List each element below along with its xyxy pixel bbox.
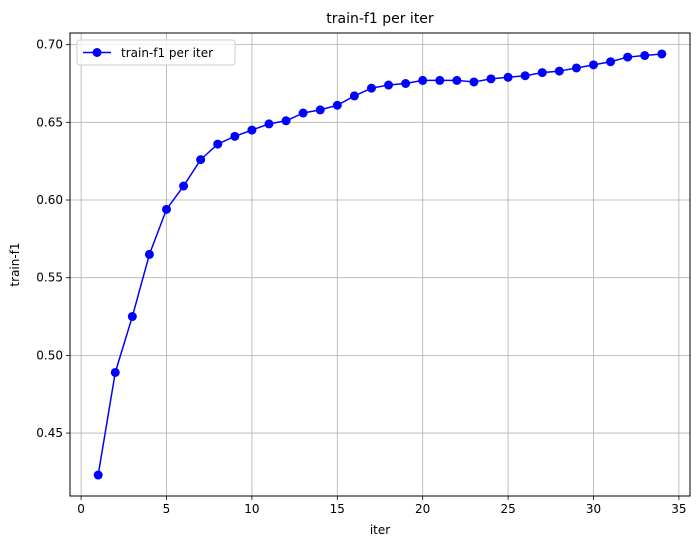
legend: train-f1 per iter — [76, 39, 236, 66]
data-point — [571, 63, 581, 73]
y-axis-label: train-f1 — [8, 242, 22, 286]
x-tick-label: 0 — [77, 502, 85, 516]
legend-box — [76, 39, 236, 66]
data-point — [606, 57, 616, 67]
data-point — [247, 125, 257, 135]
legend-marker-swatch — [92, 48, 102, 57]
data-point — [640, 51, 650, 61]
data-point — [554, 66, 564, 76]
data-point — [537, 68, 547, 78]
x-tick-label: 15 — [330, 502, 345, 516]
data-point — [452, 75, 462, 85]
y-tick-label: 0.50 — [36, 348, 63, 362]
y-tick-label: 0.55 — [36, 271, 63, 285]
legend-label: train-f1 per iter — [121, 46, 213, 60]
x-tick-label: 10 — [244, 502, 259, 516]
plot-area — [70, 33, 690, 496]
data-point — [503, 72, 513, 82]
tick-layer: 0 5 10 15 20 25 30 35 0.45 0.50 0.55 0.60 0.65 0.70 — [36, 38, 686, 516]
x-tick-label: 30 — [586, 502, 601, 516]
data-point — [384, 80, 394, 90]
data-point — [179, 181, 189, 191]
data-point — [144, 249, 154, 259]
data-point — [623, 52, 633, 62]
data-point — [162, 204, 172, 214]
y-tick-label: 0.65 — [36, 115, 63, 129]
series-layer — [93, 49, 667, 480]
x-axis-label: iter — [370, 523, 390, 537]
data-point — [230, 131, 240, 141]
chart-title: train-f1 per iter — [326, 11, 434, 27]
data-point — [418, 75, 428, 85]
data-point — [588, 60, 598, 70]
y-tick-label: 0.45 — [36, 426, 63, 440]
data-point — [281, 116, 291, 126]
grid-lines — [70, 33, 690, 496]
data-point — [469, 77, 479, 87]
data-point — [264, 119, 274, 129]
data-point — [315, 105, 325, 115]
data-point — [401, 78, 411, 88]
data-point — [332, 100, 342, 110]
data-point — [486, 74, 496, 84]
data-point — [657, 49, 667, 59]
plot-frame — [69, 32, 691, 497]
data-point — [366, 83, 376, 93]
x-tick-label: 5 — [163, 502, 171, 516]
y-tick-label: 0.70 — [36, 38, 63, 52]
data-point — [520, 71, 530, 81]
data-point — [298, 108, 308, 118]
y-tick-label: 0.60 — [36, 193, 63, 207]
data-point — [435, 75, 445, 85]
data-point — [127, 312, 137, 322]
data-point — [213, 139, 223, 149]
x-tick-label: 20 — [415, 502, 430, 516]
x-tick-label: 25 — [500, 502, 515, 516]
data-point — [196, 155, 206, 165]
data-point — [349, 91, 359, 101]
data-point — [110, 367, 120, 377]
series-line — [97, 53, 662, 476]
x-tick-label: 35 — [671, 502, 686, 516]
data-point — [93, 470, 103, 480]
